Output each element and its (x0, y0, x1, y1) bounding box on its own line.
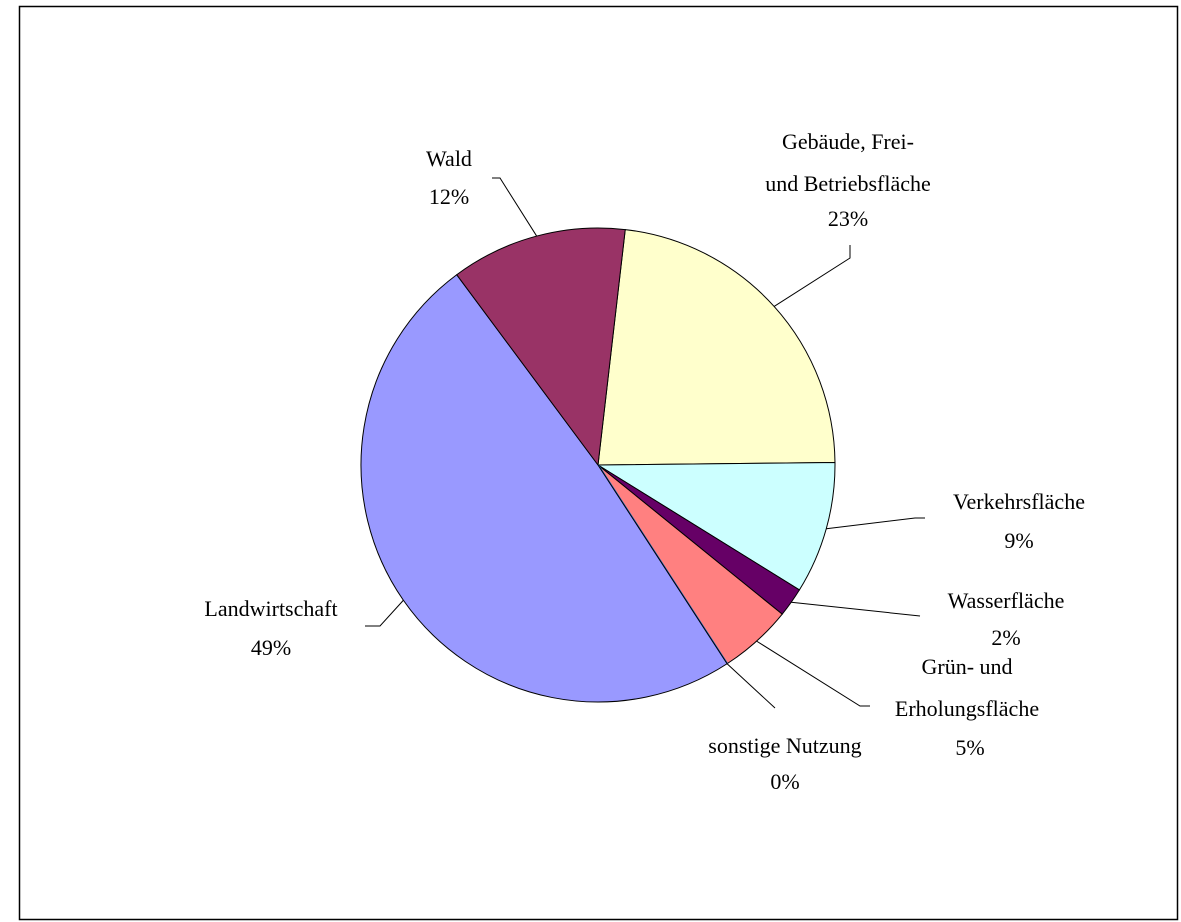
category-label: Wald (426, 146, 472, 171)
pie-slice (455, 227, 626, 467)
pie-slice (596, 462, 836, 591)
pie-slice (360, 274, 728, 703)
category-label: Verkehrsfläche (953, 489, 1085, 514)
value-label: 9% (1004, 528, 1034, 553)
leader-line (726, 663, 776, 709)
category-label: Gebäude, Frei- und Betriebsfläche (765, 129, 931, 196)
pie-slice (597, 229, 836, 466)
leader-line (492, 177, 538, 237)
category-label: Landwirtschaft (204, 596, 338, 621)
leader-line (756, 640, 870, 707)
category-label: sonstige Nutzung (708, 733, 862, 758)
leader-line (365, 599, 404, 627)
value-label: 23% (827, 206, 869, 231)
leader-line (773, 245, 851, 307)
value-label: 2% (991, 625, 1021, 650)
category-label: Wasserfläche (947, 588, 1065, 613)
value-label: 49% (250, 635, 292, 660)
value-label: 5% (955, 735, 985, 760)
category-label: Grün- und Erholungsfläche (894, 654, 1040, 721)
leader-line (826, 517, 925, 530)
value-label: 12% (428, 184, 470, 209)
leader-line (791, 601, 921, 617)
value-label: 0% (770, 769, 800, 794)
